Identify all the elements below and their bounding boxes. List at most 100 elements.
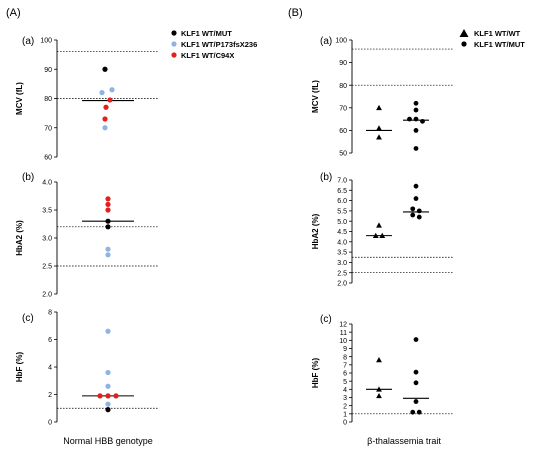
legend-a-marker-p173 bbox=[171, 41, 177, 47]
y-tick-label: 7.0 bbox=[337, 178, 347, 185]
y-tick-label: 8 bbox=[48, 310, 52, 317]
y-tick-label: 11 bbox=[340, 330, 347, 337]
data-point bbox=[113, 393, 119, 399]
data-point bbox=[413, 337, 419, 342]
panel-label-b: (B) bbox=[288, 7, 303, 19]
panel-b-b: (b) 2.0 2.5 3.0 3.5 4.0 4.5 5.0 5.5 6.0 6.5 7.0 HbA2… bbox=[311, 172, 453, 288]
y-tick-label: 6 bbox=[48, 337, 52, 344]
y-tick-label: 2.5 bbox=[42, 264, 52, 271]
data-point bbox=[416, 409, 422, 415]
y-tick-label: 80 bbox=[339, 83, 347, 90]
y-tick-label: 6.0 bbox=[337, 198, 347, 205]
y-tick-label: 12 bbox=[339, 322, 347, 329]
legend-a-label-p173: KLF1 WT/P173fsX236 bbox=[181, 40, 257, 49]
y-tick-label: 5 bbox=[343, 379, 347, 386]
y-tick-label: 7 bbox=[343, 362, 347, 369]
data-point bbox=[413, 127, 419, 133]
data-point bbox=[105, 246, 111, 252]
data-point bbox=[105, 196, 111, 202]
y-tick-label: 9 bbox=[343, 346, 347, 353]
y-tick-label: 60 bbox=[44, 155, 52, 162]
legend-b-label-wt: KLF1 WT/WT bbox=[474, 29, 521, 38]
data-point bbox=[105, 218, 111, 224]
data-point bbox=[413, 100, 419, 106]
data-point bbox=[105, 252, 111, 258]
subpanel-label: (c) bbox=[22, 313, 34, 324]
x-label-a: Normal HBB genotype bbox=[63, 436, 153, 446]
data-point-triangle bbox=[376, 357, 382, 363]
data-point bbox=[102, 66, 108, 72]
y-axis-title: HbF (%) bbox=[15, 352, 24, 383]
y-tick-label: 10 bbox=[339, 338, 347, 345]
panel-b-a: (a) 50 60 70 80 90 100 MCV (fL) bbox=[311, 36, 453, 158]
y-tick-label: 90 bbox=[44, 67, 52, 74]
data-point bbox=[410, 212, 416, 218]
legend-b: KLF1 WT/WT KLF1 WT/MUT bbox=[459, 29, 525, 49]
data-point bbox=[416, 214, 422, 220]
subpanel-label: (a) bbox=[22, 36, 34, 47]
data-point bbox=[105, 383, 111, 389]
subpanel-label: (b) bbox=[320, 172, 332, 183]
panel-label-a: (A) bbox=[6, 7, 21, 19]
data-point bbox=[102, 116, 108, 122]
panel-a-a: (a) 60 70 80 90 100 MCV (fL) bbox=[15, 36, 158, 162]
data-point bbox=[413, 146, 419, 151]
legend-a-label-mut: KLF1 WT/MUT bbox=[181, 29, 232, 38]
y-tick-label: 70 bbox=[44, 125, 52, 132]
y-axis-title: HbA2 (%) bbox=[15, 220, 24, 256]
y-tick-label: 2.5 bbox=[337, 270, 347, 277]
data-point-triangle bbox=[376, 386, 382, 392]
data-point-triangle bbox=[376, 104, 382, 111]
x-label-b: β-thalassemia trait bbox=[367, 436, 441, 446]
y-tick-label: 2.0 bbox=[42, 292, 52, 299]
data-point bbox=[105, 201, 111, 207]
data-point bbox=[102, 125, 108, 131]
y-tick-label: 2.0 bbox=[337, 281, 347, 288]
y-tick-label: 60 bbox=[339, 128, 347, 135]
y-tick-label: 8 bbox=[343, 354, 347, 361]
data-point bbox=[407, 116, 412, 122]
legend-a: KLF1 WT/MUT KLF1 WT/P173fsX236 KLF1 WT/C… bbox=[171, 29, 257, 60]
y-tick-label: 0 bbox=[48, 420, 52, 427]
data-point bbox=[410, 206, 416, 212]
data-point bbox=[97, 393, 103, 399]
data-point bbox=[105, 393, 111, 399]
y-tick-label: 100 bbox=[335, 38, 347, 45]
y-tick-label: 2 bbox=[343, 403, 347, 410]
y-tick-label: 6 bbox=[343, 371, 347, 378]
y-tick-label: 4 bbox=[343, 387, 347, 394]
y-tick-label: 1 bbox=[343, 411, 347, 418]
data-point bbox=[413, 399, 419, 404]
data-point bbox=[99, 90, 105, 96]
y-tick-label: 4.0 bbox=[337, 239, 347, 246]
y-tick-label: 3.5 bbox=[42, 208, 52, 215]
legend-a-marker-c94x bbox=[171, 52, 177, 58]
data-point bbox=[103, 104, 109, 110]
y-tick-label: 3.5 bbox=[337, 250, 347, 257]
y-axis-title: HbF (%) bbox=[311, 358, 320, 389]
y-tick-label: 50 bbox=[339, 151, 347, 158]
data-point bbox=[105, 369, 111, 376]
data-point-triangle bbox=[379, 232, 386, 238]
data-point bbox=[413, 196, 419, 201]
y-tick-label: 5.5 bbox=[337, 209, 347, 216]
y-axis-title: MCV (fL) bbox=[15, 82, 24, 115]
y-tick-label: 4.0 bbox=[42, 180, 52, 187]
subpanel-label: (a) bbox=[320, 36, 332, 47]
data-point bbox=[105, 328, 111, 334]
y-axis-title: HbA2 (%) bbox=[311, 213, 320, 249]
y-axis-title: MCV (fL) bbox=[311, 80, 320, 113]
data-point-triangle bbox=[376, 125, 382, 131]
y-tick-label: 80 bbox=[44, 96, 52, 103]
data-point bbox=[413, 116, 419, 122]
data-point bbox=[413, 369, 419, 375]
y-tick-label: 100 bbox=[40, 38, 52, 45]
y-tick-label: 3.0 bbox=[337, 260, 347, 267]
panel-a-b: (b) 2.0 2.5 3.0 3.5 4.0 HbA2 (%) bbox=[15, 172, 158, 299]
y-tick-label: 90 bbox=[339, 60, 347, 67]
data-point bbox=[413, 107, 419, 113]
data-point bbox=[105, 407, 111, 413]
subpanel-label: (b) bbox=[22, 172, 34, 183]
data-point-triangle bbox=[376, 222, 382, 228]
legend-a-label-c94x: KLF1 WT/C94X bbox=[181, 51, 234, 60]
